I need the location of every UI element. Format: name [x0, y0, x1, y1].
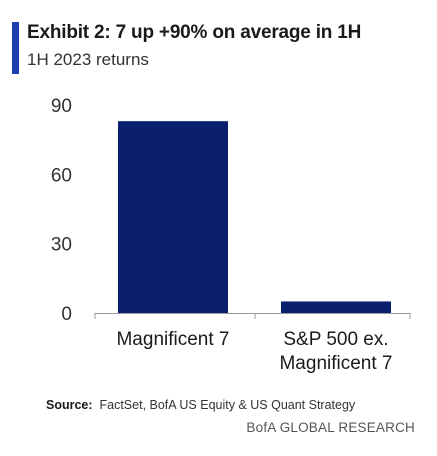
y-tick-label: 60 [51, 165, 72, 186]
source-label: Source: [46, 398, 93, 412]
x-category-label: Magnificent 7 [116, 329, 229, 350]
chart-title: Exhibit 2: 7 up +90% on average in 1H [27, 22, 362, 43]
bar-2 [281, 301, 391, 313]
x-category-label: S&P 500 ex. [283, 329, 388, 350]
source-text: FactSet, BofA US Equity & US Quant Strat… [99, 398, 356, 412]
accent-bar [12, 22, 19, 74]
y-tick-label: 30 [51, 235, 72, 256]
chart-subtitle: 1H 2023 returns [27, 50, 149, 69]
research-credit: BofA GLOBAL RESEARCH [246, 420, 415, 435]
y-tick-label: 0 [61, 304, 72, 325]
source-note: Source: FactSet, BofA US Equity & US Qua… [46, 398, 355, 412]
y-tick-label: 90 [51, 96, 72, 117]
bar-1 [118, 121, 228, 313]
x-category-label: Magnificent 7 [279, 353, 392, 374]
